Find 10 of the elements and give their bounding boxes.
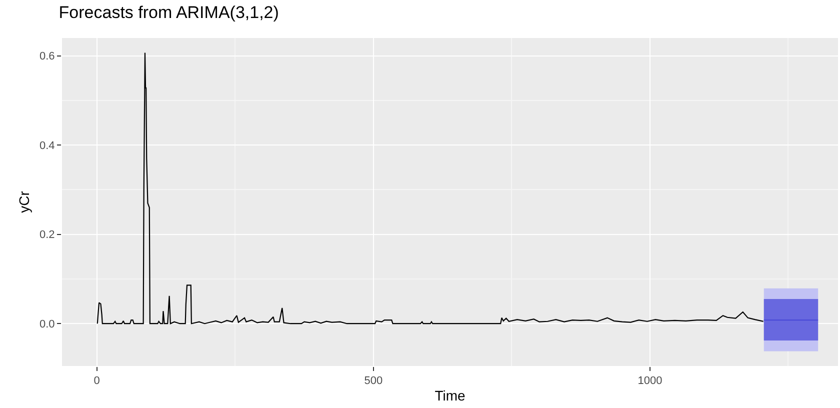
- x-axis-title: Time: [434, 388, 466, 404]
- y-axis-title: yCr: [16, 190, 32, 213]
- y-tick-label: 0.4: [40, 140, 55, 152]
- chart-title: Forecasts from ARIMA(3,1,2): [58, 3, 279, 22]
- y-tick-label: 0.0: [40, 318, 55, 330]
- x-tick-label: 0: [94, 375, 100, 388]
- y-tick-label: 0.2: [40, 229, 55, 242]
- x-tick-label: 500: [364, 375, 383, 388]
- x-tick-label: 1000: [638, 375, 662, 388]
- y-tick-label: 0.6: [40, 50, 55, 63]
